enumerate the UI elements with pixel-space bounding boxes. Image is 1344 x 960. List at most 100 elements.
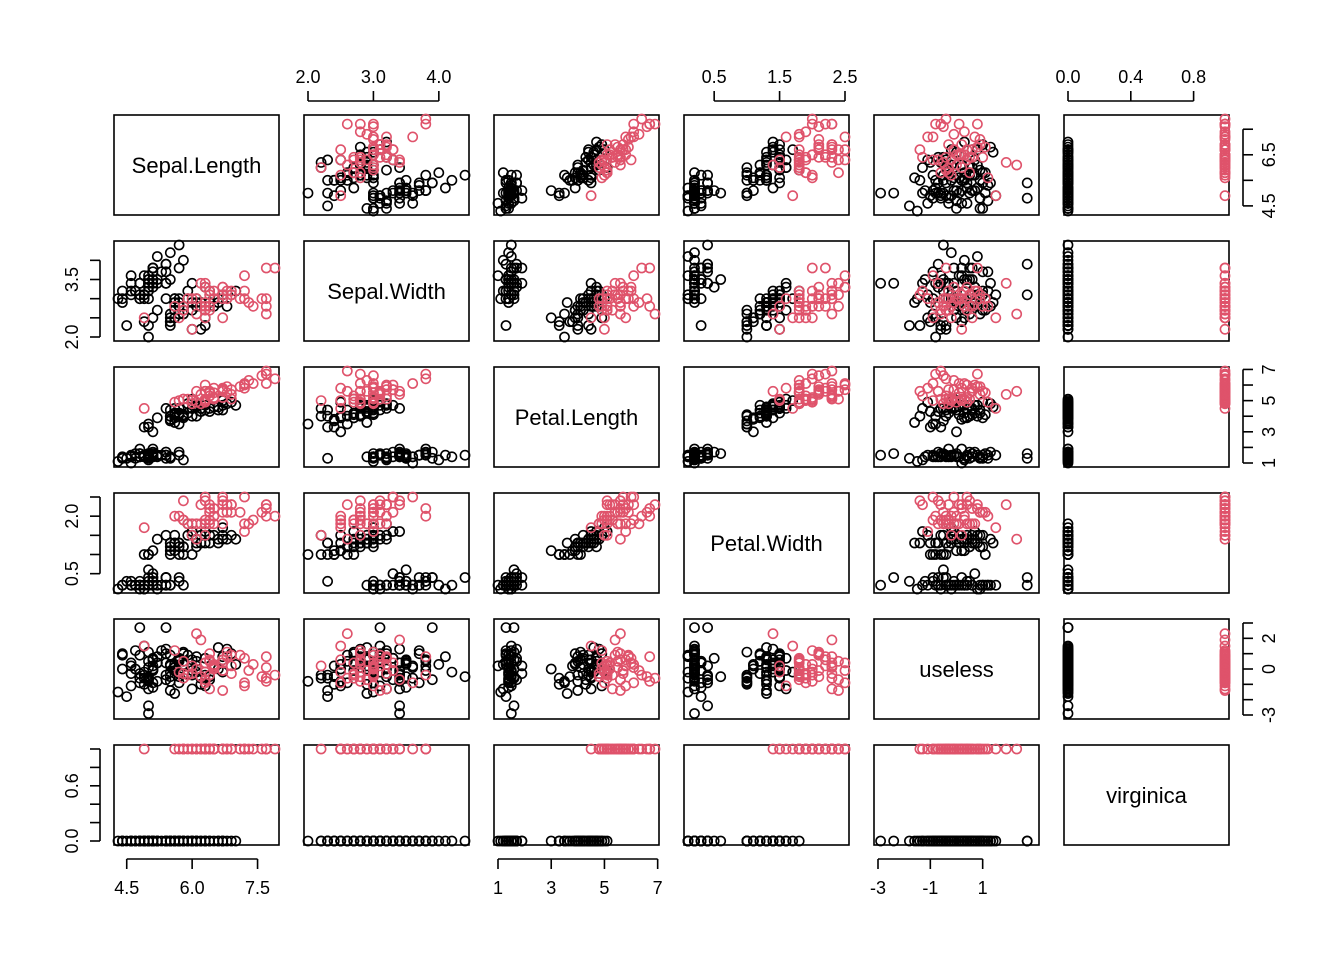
- data-point: [1000, 277, 1012, 289]
- panel-useless-vs-virginica: [1062, 618, 1231, 720]
- data-point: [367, 131, 379, 143]
- data-point: [1219, 262, 1231, 274]
- data-point: [354, 743, 366, 755]
- data-point: [1219, 495, 1231, 507]
- data-point: [545, 663, 557, 675]
- data-point: [354, 514, 366, 526]
- data-point: [702, 835, 713, 847]
- data-point: [459, 572, 471, 583]
- data-point: [636, 669, 648, 681]
- data-point: [977, 202, 989, 214]
- data-point: [959, 378, 970, 389]
- data-point: [833, 300, 844, 312]
- data-point: [143, 274, 154, 285]
- data-point: [503, 674, 514, 686]
- data-point: [839, 154, 851, 166]
- data-point: [826, 672, 838, 684]
- data-point: [439, 182, 451, 194]
- data-point: [875, 277, 886, 289]
- data-point: [741, 174, 753, 186]
- data-point: [1062, 451, 1074, 463]
- data-point: [199, 312, 211, 324]
- data-point: [374, 190, 386, 202]
- data-point: [420, 113, 432, 125]
- data-point: [826, 308, 838, 320]
- data-point: [315, 156, 327, 168]
- data-point: [177, 495, 189, 507]
- data-point: [800, 312, 812, 324]
- data-point: [199, 514, 211, 526]
- data-point: [387, 835, 399, 847]
- data-point: [354, 368, 366, 380]
- data-point: [990, 312, 1002, 324]
- data-point: [559, 835, 570, 847]
- data-point: [780, 277, 792, 289]
- data-point: [426, 446, 438, 458]
- data-point: [813, 385, 825, 397]
- data-point: [1021, 192, 1033, 204]
- data-point: [335, 677, 347, 689]
- data-point: [374, 197, 386, 209]
- data-point: [806, 149, 818, 161]
- data-point: [147, 663, 159, 675]
- data-point: [826, 392, 838, 403]
- data-point: [361, 385, 373, 397]
- panel-Petal.Length-vs-Sepal.Width: [302, 365, 471, 469]
- data-point: [1021, 579, 1033, 591]
- data-point: [940, 518, 952, 530]
- data-point: [125, 270, 137, 282]
- data-point: [341, 743, 353, 755]
- data-point: [138, 549, 150, 560]
- data-point: [826, 277, 838, 289]
- panel-Sepal.Width-vs-virginica: [1062, 239, 1231, 343]
- data-point: [1219, 529, 1231, 541]
- data-point: [761, 169, 772, 181]
- data-point: [348, 657, 360, 669]
- data-point: [956, 174, 968, 186]
- data-point: [588, 835, 600, 847]
- data-point: [143, 835, 154, 847]
- data-point: [367, 149, 379, 161]
- data-point: [394, 634, 405, 646]
- data-point: [953, 378, 965, 389]
- data-point: [1062, 545, 1074, 557]
- data-point: [186, 518, 198, 530]
- data-point: [361, 835, 373, 847]
- data-point: [940, 373, 952, 385]
- data-point: [1219, 522, 1231, 534]
- data-point: [800, 395, 812, 406]
- data-point: [407, 197, 419, 209]
- data-point: [601, 293, 613, 305]
- data-point: [813, 665, 825, 676]
- data-point: [361, 406, 373, 417]
- data-point: [354, 529, 366, 541]
- panel-frame: [303, 618, 470, 720]
- data-point: [932, 495, 944, 507]
- data-point: [826, 668, 838, 679]
- data-point: [609, 499, 621, 511]
- data-point: [826, 151, 838, 163]
- data-point: [381, 743, 392, 755]
- data-point: [927, 312, 939, 324]
- data-point: [367, 448, 379, 459]
- data-point: [239, 382, 250, 394]
- data-point: [599, 169, 610, 181]
- data-point: [974, 506, 986, 518]
- data-point: [977, 452, 989, 464]
- data-point: [374, 139, 386, 150]
- data-point: [1062, 297, 1074, 308]
- data-point: [1062, 678, 1074, 690]
- x-tick-label: 4.5: [114, 878, 139, 898]
- data-point: [966, 300, 978, 312]
- data-point: [628, 270, 640, 282]
- data-point: [191, 835, 202, 847]
- data-point: [315, 395, 327, 406]
- data-point: [689, 648, 700, 660]
- data-point: [623, 651, 634, 663]
- data-point: [617, 665, 629, 676]
- data-point: [644, 743, 656, 755]
- data-point: [367, 526, 379, 537]
- data-point: [615, 506, 626, 518]
- data-point: [315, 743, 327, 755]
- data-point: [708, 185, 720, 196]
